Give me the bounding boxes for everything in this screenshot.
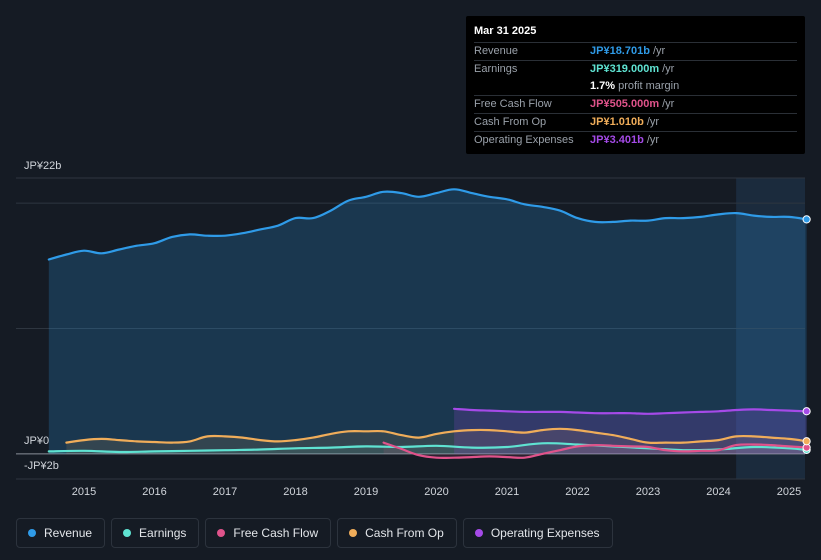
data-tooltip: Mar 31 2025 Revenue JP¥18.701b/yr Earnings… [466,16,805,154]
legend-label: Revenue [44,526,93,540]
legend-dot-icon [123,529,132,537]
tooltip-row-unit: /yr [662,63,675,75]
legend-label: Cash From Op [365,526,444,540]
x-tick-label: 2017 [213,486,237,498]
financial-chart: 2015 2016 2017 2018 2019 2020 2021 2022 2023 2024… [16,177,811,498]
tooltip-row: Earnings JP¥319.000m/yr [474,60,797,78]
x-tick-label: 2022 [565,486,589,498]
tooltip-row-value: JP¥3.401b [590,134,644,146]
legend-item-revenue[interactable]: Revenue [16,518,106,548]
chart-gridlines [16,177,805,480]
end-marker-revenue [802,215,811,224]
x-tick-label: 2015 [72,486,96,498]
x-tick-label: 2023 [636,486,660,498]
x-tick-label: 2025 [777,486,801,498]
tooltip-row-label: Free Cash Flow [474,98,552,110]
tooltip-row-value: JP¥319.000m [590,63,660,75]
tooltip-row-value: JP¥505.000m [590,98,660,110]
line-revenue [47,188,808,261]
legend-item-cash-from-op[interactable]: Cash From Op [337,518,457,548]
legend-label: Free Cash Flow [233,526,319,540]
x-tick-label: 2021 [495,486,519,498]
x-axis-ticks: 2015 2016 2017 2018 2019 2020 2021 2022 2023 2024… [72,486,801,498]
tooltip-row-label: Earnings [474,63,518,75]
area-revenue [48,189,807,454]
x-tick-label: 2016 [142,486,166,498]
tooltip-row-value: JP¥1.010b [590,116,644,128]
tooltip-row-label: Cash From Op [474,116,547,128]
series-lines [47,188,808,460]
tooltip-row: Cash From Op JP¥1.010b/yr [474,113,797,131]
tooltip-row: 1.7% profit margin [474,78,797,95]
tooltip-row: Revenue JP¥18.701b/yr [474,42,797,60]
tooltip-row-label: Operating Expenses [474,134,574,146]
y-axis-zero-label: JP¥0 [24,435,50,447]
tooltip-date: Mar 31 2025 [474,25,537,37]
tooltip-row-unit: /yr [662,98,675,110]
legend-label: Earnings [139,526,187,540]
y-axis-bottom-label: -JP¥2b [24,460,59,472]
tooltip-row-label: Revenue [474,45,519,57]
area-earnings [48,443,807,454]
end-marker-cash-from-op [802,437,811,446]
series-end-markers [802,215,811,455]
area-free-cash-flow [383,442,807,458]
y-axis-top-label: JP¥22b [24,160,62,172]
tooltip-row-value: 1.7% [590,80,616,92]
legend-label: Operating Expenses [490,526,600,540]
legend-dot-icon [28,529,36,537]
chart-legend: Revenue Earnings Free Cash Flow Cash From O… [16,518,613,548]
legend-dot-icon [474,529,483,537]
line-free-cash-flow [382,441,808,460]
line-cash-from-op [65,427,808,445]
legend-dot-icon [217,529,226,537]
end-marker-operating-expenses [802,407,811,416]
tooltip-row-unit: /yr [646,134,660,146]
line-operating-expenses [453,407,808,415]
legend-item-free-cash-flow[interactable]: Free Cash Flow [205,518,332,548]
tooltip-row-unit: /yr [652,45,666,57]
tooltip-row-unit: /yr [646,116,660,128]
x-tick-label: 2024 [706,486,730,498]
x-tick-label: 2020 [424,486,448,498]
series-areas [48,189,807,458]
legend-dot-icon [349,529,358,537]
x-tick-label: 2019 [354,486,378,498]
tooltip-row-label [474,78,590,95]
x-tick-label: 2018 [283,486,307,498]
legend-item-earnings[interactable]: Earnings [111,518,200,548]
tooltip-row: Free Cash Flow JP¥505.000m/yr [474,95,797,113]
tooltip-row-value: JP¥18.701b [590,45,650,57]
tooltip-row: Operating Expenses JP¥3.401b/yr [474,131,797,149]
tooltip-rows: Revenue JP¥18.701b/yr Earnings JP¥319.000m /… [474,42,797,149]
tooltip-row-unit: profit margin [618,80,680,92]
legend-item-operating-expenses[interactable]: Operating Expenses [462,518,613,548]
